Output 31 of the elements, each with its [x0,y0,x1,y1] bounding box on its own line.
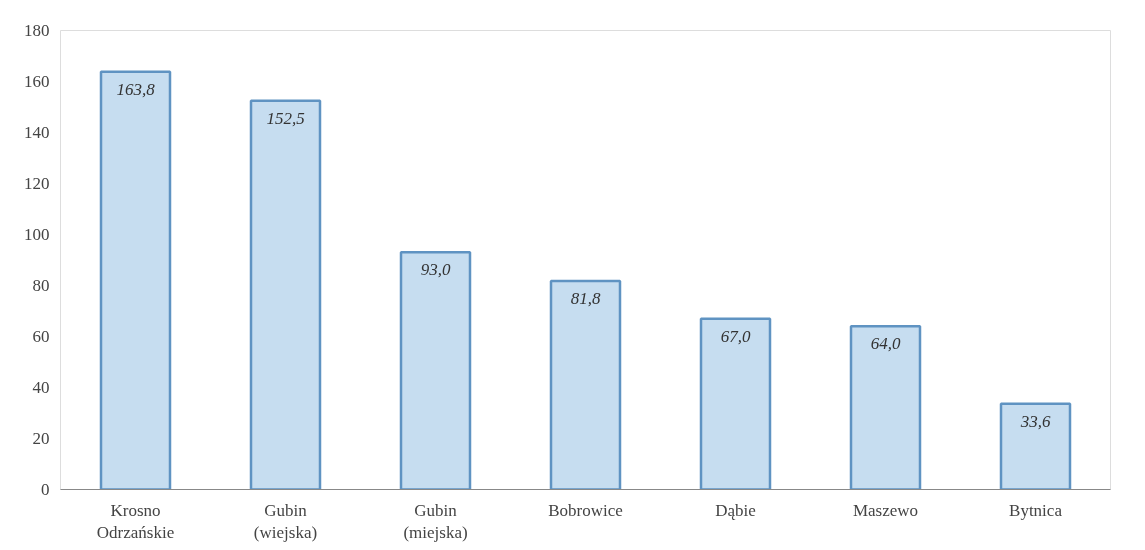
data-label: 81,8 [570,288,601,308]
bar [399,251,472,490]
y-tick-label: 180 [24,21,50,40]
bar [99,70,172,490]
bar [249,99,322,490]
x-tick-label: Maszewo [852,500,919,520]
data-label: 33,6 [1019,411,1051,431]
y-tick-label: 20 [32,429,50,448]
bar [699,317,772,490]
y-tick-label: 80 [32,276,50,295]
bar [549,279,622,490]
data-label: 93,0 [420,260,451,280]
y-tick-label: 0 [41,480,50,499]
bar [849,325,922,490]
x-tick-label: Bobrowice [548,500,623,520]
x-tick-label: Gubin (wiejska) [253,500,318,543]
x-tick-label: Bytnica [1009,500,1063,520]
x-tick-label: Dąbie [715,500,756,520]
y-tick-label: 120 [24,174,50,193]
data-label: 163,8 [116,79,156,99]
y-tick-label: 60 [32,327,50,346]
data-label: 64,0 [870,334,901,354]
x-tick-label: Gubin (miejska) [403,500,468,543]
y-tick-label: 160 [24,72,50,91]
data-label: 67,0 [720,326,751,346]
y-tick-label: 100 [24,225,50,244]
y-tick-label: 40 [32,378,50,397]
bar [999,402,1072,490]
y-tick-label: 140 [24,123,50,142]
data-label: 152,5 [266,108,305,128]
x-tick-label: Krosno Odrzańskie [96,500,175,543]
